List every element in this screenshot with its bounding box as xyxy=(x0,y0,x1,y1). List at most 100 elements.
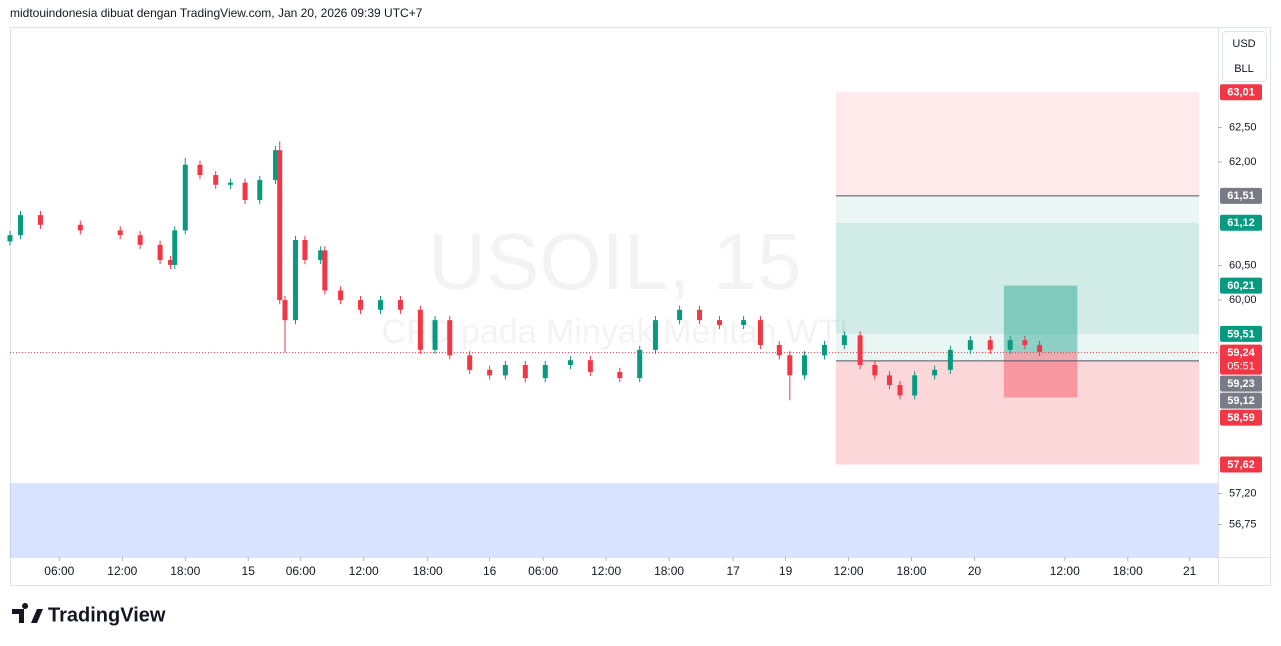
currency: USD xyxy=(1232,38,1255,50)
x-tick-label: 18:00 xyxy=(413,564,443,578)
x-tick-label: 18:00 xyxy=(897,564,927,578)
price-label-box xyxy=(1220,456,1262,473)
candle-body xyxy=(227,182,233,185)
brand: TradingView xyxy=(48,604,166,626)
price-label: 61,12 xyxy=(1227,217,1255,229)
x-tick-label: 17 xyxy=(726,564,740,578)
candle-body xyxy=(487,369,493,376)
price-label: 61,51 xyxy=(1227,190,1255,202)
logo-icon xyxy=(12,603,43,623)
candle-body xyxy=(567,360,573,366)
x-tick-label: 12:00 xyxy=(1050,564,1080,578)
zone xyxy=(1003,285,1078,353)
candle-body xyxy=(77,224,83,231)
candle-body xyxy=(292,240,298,321)
candle-body xyxy=(502,365,508,376)
x-tick-label: 20 xyxy=(968,564,982,578)
candle-body xyxy=(522,365,528,379)
unit-box[interactable] xyxy=(1222,31,1267,82)
y-tick-label: 60,50 xyxy=(1229,259,1257,271)
candle-body xyxy=(137,235,143,245)
price-label-box xyxy=(1220,84,1262,101)
candle-body xyxy=(857,335,863,366)
price-label: 59,51 xyxy=(1227,328,1255,340)
watermark-subtitle: CFD pada Minyak Mentah WTI xyxy=(382,313,849,351)
candle-body xyxy=(157,244,163,261)
candle-body xyxy=(182,164,188,231)
candle-body xyxy=(338,290,344,301)
candle-body xyxy=(841,335,847,345)
price-label: 58,59 xyxy=(1227,412,1255,424)
candle-body xyxy=(117,230,123,236)
candle-body xyxy=(776,344,782,356)
candle-body xyxy=(787,355,793,376)
candle-body xyxy=(282,300,288,321)
y-tick-label: 60,00 xyxy=(1229,294,1257,306)
plot: 62,50 62,00 60,50 60,00 57,20 56,75 06:00 12:00… xyxy=(7,84,1262,578)
candle-body xyxy=(432,320,438,350)
y-tick-label: 62,00 xyxy=(1229,156,1257,168)
y-tick-label: 62,50 xyxy=(1229,121,1257,133)
candle-body xyxy=(168,260,174,265)
candle-body xyxy=(821,344,827,356)
zone xyxy=(835,92,1200,196)
price-label-box xyxy=(1220,392,1262,409)
x-tick-label: 12:00 xyxy=(107,564,137,578)
x-tick-label: 12:00 xyxy=(591,564,621,578)
candle-body xyxy=(467,355,473,370)
zone xyxy=(10,483,1218,557)
candle-body xyxy=(273,150,279,180)
price-label: 63,01 xyxy=(1227,87,1255,99)
zone xyxy=(1003,352,1078,398)
candle-body xyxy=(242,182,248,200)
candle-body xyxy=(652,320,658,350)
candle-body xyxy=(947,349,953,370)
price-label-box xyxy=(1220,214,1262,231)
watermark-title: USOIL, 15 xyxy=(428,217,802,306)
zone xyxy=(835,333,1200,361)
x-tick-label: 12:00 xyxy=(834,564,864,578)
candle-body xyxy=(1037,344,1043,352)
zone xyxy=(835,195,1200,223)
candle-body xyxy=(716,320,722,325)
candle-body xyxy=(172,230,178,265)
x-tick-label: 18:00 xyxy=(654,564,684,578)
candle-body xyxy=(7,235,13,242)
y-tick-label: 56,75 xyxy=(1229,518,1257,530)
candle-body xyxy=(741,320,747,325)
candle-body xyxy=(1022,340,1028,345)
price-label-box xyxy=(1220,375,1262,392)
candle-body xyxy=(617,371,623,379)
candle-body xyxy=(587,360,593,372)
frame xyxy=(10,27,1271,586)
candle-body xyxy=(358,300,364,310)
x-tick-label: 12:00 xyxy=(349,564,379,578)
candle-body xyxy=(322,250,328,291)
candle-body xyxy=(1007,340,1013,350)
candle-body xyxy=(37,215,43,225)
candle-body xyxy=(257,179,263,200)
x-tick-label: 06:00 xyxy=(528,564,558,578)
candle-body xyxy=(377,300,383,310)
candle-body xyxy=(447,320,453,356)
price-label: 60,21 xyxy=(1227,280,1255,292)
candle-body xyxy=(213,175,219,185)
candle-body xyxy=(17,215,23,236)
x-tick-label: 16 xyxy=(483,564,497,578)
candle-body xyxy=(277,150,283,301)
zone xyxy=(835,222,1200,334)
price-label: 59,24 xyxy=(1227,347,1255,359)
x-tick-label: 06:00 xyxy=(44,564,74,578)
price-label: 57,62 xyxy=(1227,459,1255,471)
candle-body xyxy=(872,365,878,376)
price-label: 59,23 xyxy=(1227,378,1255,390)
x-tick-label: 15 xyxy=(242,564,256,578)
candle-body xyxy=(397,300,403,310)
candle-body xyxy=(967,340,973,350)
unit: BLL xyxy=(1234,63,1254,75)
price-countdown: 05:51 xyxy=(1227,360,1255,372)
candle-body xyxy=(912,375,918,396)
y-tick-label: 57,20 xyxy=(1229,487,1257,499)
